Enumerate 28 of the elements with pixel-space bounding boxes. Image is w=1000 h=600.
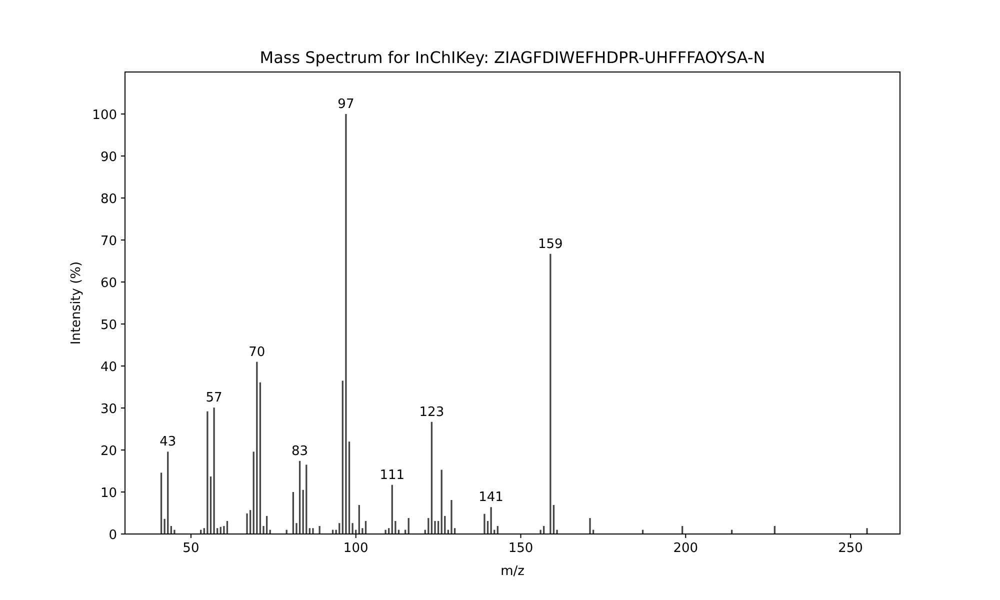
annotation: 97	[338, 97, 354, 112]
y-tick-label: 90	[100, 150, 117, 165]
y-tick-label: 20	[100, 444, 117, 459]
y-tick-label: 60	[100, 276, 117, 291]
x-tick-label: 100	[343, 541, 368, 556]
y-tick-label: 70	[100, 234, 117, 249]
y-tick-label: 50	[100, 318, 117, 333]
y-tick-label: 10	[100, 486, 117, 501]
annotation: 70	[248, 344, 266, 360]
annotation: 57	[206, 390, 222, 406]
x-tick-label: 250	[838, 541, 863, 556]
y-tick-label: 40	[100, 360, 117, 375]
annotation: 43	[160, 434, 176, 450]
x-tick-label: 150	[508, 541, 534, 556]
y-tick-label: 30	[100, 402, 117, 417]
y-tick-label: 100	[92, 108, 117, 123]
y-tick-label: 80	[100, 192, 117, 207]
x-axis-title: m/z	[500, 564, 525, 579]
y-axis-title: Intensity (%)	[69, 261, 84, 345]
annotation: 83	[292, 444, 308, 459]
chart-title: Mass Spectrum for InChIKey: ZIAGFDIWEFHDPR-UHFFFAOYSA-N	[260, 48, 766, 67]
annotation: 123	[419, 404, 444, 420]
x-tick-label: 200	[673, 541, 698, 556]
x-tick-label: 50	[182, 541, 200, 556]
annotation: 111	[380, 468, 405, 483]
annotation: 141	[478, 490, 504, 506]
annotation: 159	[538, 236, 563, 252]
y-tick-label: 0	[108, 528, 117, 543]
